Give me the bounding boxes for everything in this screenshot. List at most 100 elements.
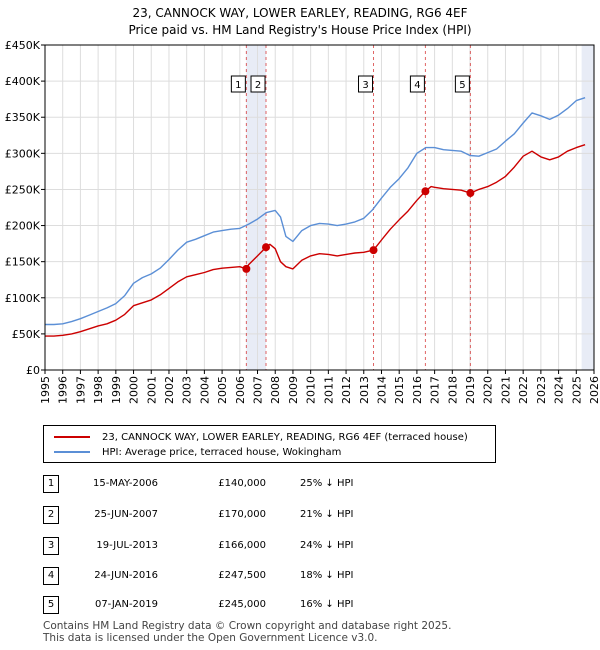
footer-license: This data is licensed under the Open Gov… [43, 632, 378, 644]
x-tick-label: 2024 [553, 376, 566, 404]
chart-title-address: 23, CANNOCK WAY, LOWER EARLEY, READING, … [132, 6, 468, 20]
x-tick-label: 2020 [482, 376, 495, 404]
x-tick-label: 2021 [499, 376, 512, 404]
sale-label-4: 4 [414, 80, 420, 91]
x-tick-label: 2011 [322, 376, 335, 404]
transaction-price: £170,000 [218, 509, 266, 520]
sale-label-2: 2 [255, 80, 261, 91]
sale-points [242, 187, 475, 273]
y-tick-label: £50K [12, 328, 41, 341]
x-tick-label: 2000 [128, 376, 141, 404]
sale-label-box-4 [409, 75, 425, 93]
legend-item-property: 23, CANNOCK WAY, LOWER EARLEY, READING, … [54, 430, 468, 444]
legend: 23, CANNOCK WAY, LOWER EARLEY, READING, … [43, 425, 496, 463]
series-lines [45, 97, 586, 337]
transaction-hpi-diff: 16% ↓ HPI [300, 599, 354, 610]
x-tick-label: 2022 [517, 376, 530, 404]
legend-label-hpi: HPI: Average price, terraced house, Woki… [102, 446, 342, 458]
y-tick-label: £250K [5, 183, 41, 196]
x-tick-label: 2002 [163, 376, 176, 404]
x-tick-label: 2003 [181, 376, 194, 404]
y-tick-label: £100K [5, 292, 41, 305]
sale-label-3: 3 [362, 80, 368, 91]
x-tick-label: 2016 [411, 376, 424, 404]
x-tick-label: 1999 [110, 376, 123, 404]
sale-label-5: 5 [459, 80, 465, 91]
x-tick-label: 2017 [429, 376, 442, 404]
x-tick-label: 2005 [216, 376, 229, 404]
sale-label-box-2 [250, 75, 266, 93]
x-tick-label: 2001 [145, 376, 158, 404]
y-tick-label: £350K [5, 111, 41, 124]
x-tick-label: 1997 [74, 376, 87, 404]
plot-frame [44, 44, 595, 371]
transaction-number: 4 [43, 567, 59, 585]
x-tick-label: 2014 [375, 376, 388, 404]
transaction-number: 1 [43, 475, 59, 493]
sale-point-4 [421, 187, 430, 196]
x-tick-label: 2019 [464, 376, 477, 404]
x-tick-label: 2009 [287, 376, 300, 404]
legend-swatch-property [54, 436, 90, 438]
x-tick-label: 2012 [340, 376, 353, 404]
x-tick-label: 1996 [57, 376, 70, 404]
footer-copyright: Contains HM Land Registry data © Crown c… [43, 620, 452, 632]
hpi-line [45, 97, 586, 326]
transaction-number: 3 [43, 537, 59, 555]
x-tick-label: 2013 [358, 376, 371, 404]
transaction-date: 25-JUN-2007 [94, 509, 158, 520]
x-tick-label: 2010 [305, 376, 318, 404]
y-tick-label: £300K [5, 147, 41, 160]
sale-markers-lines [245, 45, 471, 370]
property-price-line [45, 144, 586, 337]
x-tick-label: 1995 [39, 376, 52, 404]
transaction-hpi-diff: 18% ↓ HPI [300, 570, 354, 581]
gridlines [44, 44, 595, 371]
x-tick-label: 2026 [588, 376, 600, 404]
sale-label-box-3 [358, 75, 374, 93]
transaction-hpi-diff: 24% ↓ HPI [300, 540, 354, 551]
y-tick-label: £200K [5, 220, 41, 233]
legend-item-hpi: HPI: Average price, terraced house, Woki… [54, 445, 341, 459]
sale-labels: 1 2 3 4 5 [230, 75, 470, 93]
x-tick-label: 2007 [252, 376, 265, 404]
y-tick-label: £450K [5, 39, 41, 52]
y-tick-label: £150K [5, 256, 41, 269]
transaction-number: 5 [43, 596, 59, 614]
transaction-row-3: 3 19-JUL-2013 £166,000 24% ↓ HPI [0, 537, 600, 557]
transaction-price: £166,000 [218, 540, 266, 551]
x-tick-label: 2004 [198, 376, 211, 404]
legend-swatch-hpi [54, 451, 90, 453]
chart-title-subtitle: Price paid vs. HM Land Registry's House … [128, 23, 472, 37]
y-tick-label: £0 [26, 364, 40, 377]
x-tick-label: 2006 [234, 376, 247, 404]
transaction-price: £247,500 [218, 570, 266, 581]
x-tick-label: 2025 [570, 376, 583, 404]
transaction-date: 15-MAY-2006 [92, 478, 158, 489]
transaction-date: 24-JUN-2016 [94, 570, 158, 581]
sale-label-box-5 [454, 75, 470, 93]
shaded-band-1 [246, 45, 267, 370]
sale-point-3 [369, 246, 378, 255]
transaction-price: £140,000 [218, 478, 266, 489]
sale-point-2 [262, 243, 271, 252]
transaction-row-1: 1 15-MAY-2006 £140,000 25% ↓ HPI [0, 475, 600, 495]
transaction-date: 19-JUL-2013 [96, 540, 158, 551]
shaded-band-2 [581, 45, 594, 370]
price-chart: 1 2 3 4 5 £0 £50K £100K £150K £200K £250K £300K £35… [5, 39, 600, 404]
sale-point-1 [242, 264, 251, 273]
x-tick-label: 1998 [92, 376, 105, 404]
sale-label-box-1 [230, 75, 246, 93]
sale-label-1: 1 [235, 80, 241, 91]
y-tick-label: £400K [5, 75, 41, 88]
axes: £0 £50K £100K £150K £200K £250K £300K £350K £400… [5, 39, 600, 404]
transaction-date: 07-JAN-2019 [94, 599, 158, 610]
x-tick-label: 2015 [393, 376, 406, 404]
transaction-row-2: 2 25-JUN-2007 £170,000 21% ↓ HPI [0, 506, 600, 526]
transaction-row-4: 4 24-JUN-2016 £247,500 18% ↓ HPI [0, 567, 600, 587]
transaction-hpi-diff: 25% ↓ HPI [300, 478, 354, 489]
transaction-number: 2 [43, 506, 59, 524]
x-tick-label: 2008 [269, 376, 282, 404]
sale-point-5 [466, 189, 475, 198]
legend-label-property: 23, CANNOCK WAY, LOWER EARLEY, READING, … [102, 431, 468, 443]
